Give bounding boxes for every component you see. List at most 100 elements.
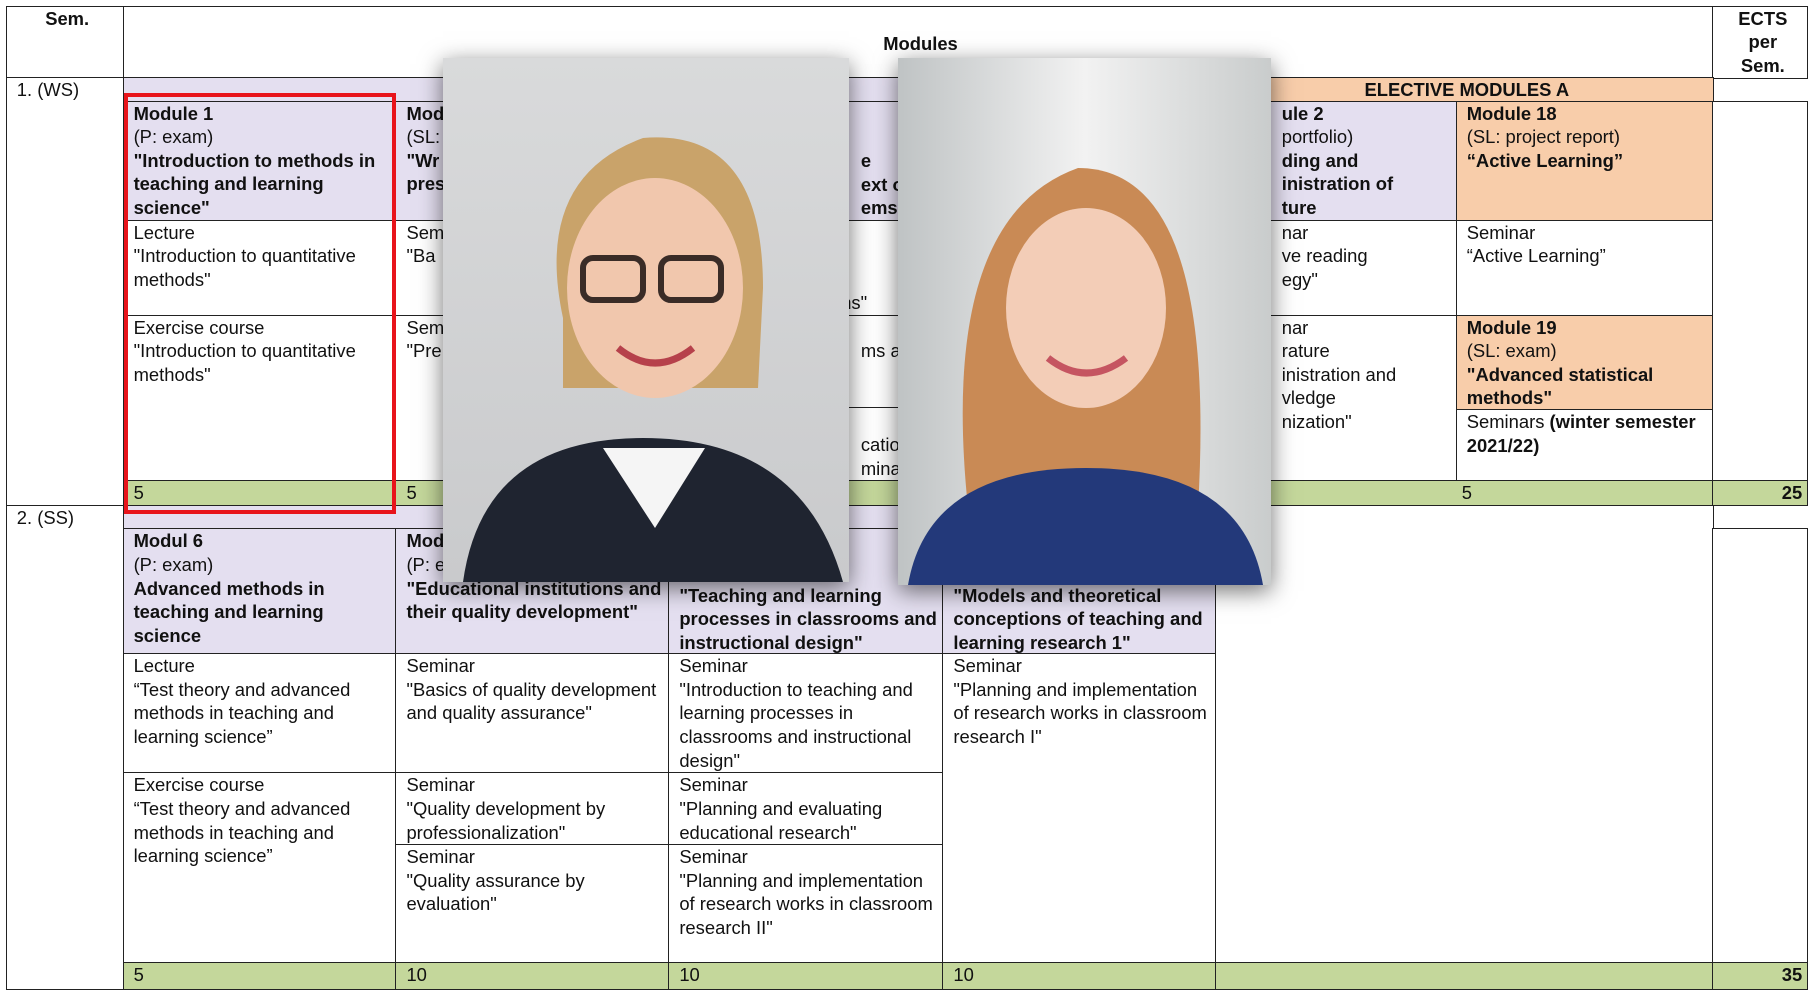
- cell-text: "Planning and implementation of research…: [953, 678, 1207, 748]
- table-cell: Seminar "Planning and evaluating educatio…: [668, 772, 944, 846]
- cell-text: "Teaching and learning processes in clas…: [679, 584, 937, 653]
- table-cell: Seminar "Quality assurance by evaluation": [395, 844, 670, 964]
- cell-text: ms ar: [860, 339, 907, 361]
- cell-text: (SL: project report): [1466, 126, 1621, 148]
- cell-text: 10: [406, 964, 427, 985]
- table-cell: ELECTIVE MODULES A: [1215, 77, 1714, 102]
- portrait-photo: [443, 58, 849, 582]
- table-cell: Lecture "Introduction to quantitative met…: [122, 219, 397, 316]
- cell-text: 35: [1781, 964, 1803, 985]
- cell-text: e: [860, 150, 872, 171]
- table-cell: 2. (SS): [5, 505, 124, 990]
- cell-text: Seminar: [679, 846, 748, 868]
- table-cell: Exercise course "Introduction to quantita…: [122, 314, 397, 481]
- cell-text: Module 18: [1466, 102, 1557, 124]
- cell-text: ECTS: [1738, 7, 1788, 29]
- cell-text: “Test theory and advanced methods in tea…: [133, 678, 351, 748]
- cell-text: "Quality development by professionalizat…: [406, 797, 606, 843]
- cell-text: (P: e: [406, 554, 446, 575]
- cell-text: rature: [1281, 340, 1330, 362]
- cell-text: Modul 6: [133, 530, 204, 552]
- table-cell: [1712, 100, 1809, 481]
- cell-text: portfolio): [1281, 126, 1354, 148]
- table-cell: Seminar "Planning and implementation of r…: [942, 653, 1217, 964]
- cell-text: (SL:: [406, 126, 441, 148]
- cell-text: Seminar: [1466, 221, 1536, 243]
- cell-text: (P: exam): [133, 126, 214, 148]
- table-cell: Sem.: [5, 5, 124, 79]
- cell-text: ext o: [860, 173, 904, 195]
- cell-text: Seminar: [679, 774, 748, 796]
- cell-text: Mod: [406, 530, 445, 552]
- table-cell: [1712, 528, 1809, 964]
- table-cell: Exercise course “Test theory and advanced…: [122, 772, 397, 964]
- table-cell: 10: [668, 962, 944, 990]
- cell-text: "Wr: [406, 149, 440, 171]
- cell-text: "Basics of quality development and quali…: [406, 678, 657, 724]
- portrait: [908, 168, 1263, 585]
- cell-text: Lecture: [133, 221, 195, 243]
- table-cell: Seminar “Active Learning”: [1455, 219, 1714, 316]
- cell-text: "Introduction to teaching and learning p…: [679, 678, 913, 771]
- cell-text: 2. (SS): [16, 507, 75, 529]
- cell-text: pres: [406, 173, 446, 195]
- cell-text: vledge: [1281, 387, 1336, 409]
- table-cell: 25: [1712, 479, 1809, 507]
- table-cell: 5: [122, 962, 397, 990]
- cell-text: ule 2: [1281, 102, 1324, 124]
- table-cell: Seminars (winter semester 2021/22): [1455, 409, 1714, 481]
- cell-text: Mod: [406, 102, 445, 124]
- cell-text: ture: [1281, 196, 1317, 218]
- cell-text: Modules: [883, 33, 958, 55]
- table-cell: 5: [1215, 479, 1714, 507]
- table-cell: Module 19 (SL: exam) "Advanced statistical…: [1455, 314, 1714, 411]
- cell-text: Seminar: [679, 655, 748, 677]
- cell-text: Exercise course: [133, 774, 265, 796]
- cell-text: Sem.: [1740, 54, 1785, 76]
- cell-text: 1. (WS): [16, 79, 80, 101]
- table-cell: Module 1 (P: exam) "Introduction to method…: [122, 100, 397, 221]
- table-cell: 10: [395, 962, 670, 990]
- cell-text: "Models and theoretical conceptions of t…: [953, 584, 1203, 653]
- cell-text: 5: [133, 481, 144, 503]
- cell-text: "Educational institutions and their qual…: [406, 577, 662, 623]
- cell-text: 5: [1461, 481, 1472, 503]
- table-cell: Seminar "Basics of quality development an…: [395, 653, 670, 774]
- cell-text: Seminar: [406, 774, 475, 796]
- cell-text: inistration of: [1281, 173, 1394, 195]
- cell-text: Sem.: [45, 7, 90, 29]
- table-cell: ECTS per Sem.: [1712, 5, 1809, 79]
- cell-text: 5: [406, 481, 417, 503]
- cell-text: "Quality assurance by evaluation": [406, 869, 585, 915]
- cell-text: ems: [860, 197, 898, 219]
- cell-text: egy": [1281, 268, 1318, 290]
- cell-text: 5: [133, 964, 144, 985]
- cell-text: "Introduction to methods in teaching and…: [133, 149, 376, 218]
- cell-text: (winter semester 2021/22): [1466, 411, 1701, 456]
- cell-text: 10: [953, 964, 974, 985]
- cell-text: Advanced methods in teaching and learnin…: [133, 577, 325, 646]
- table-cell: Seminar "Introduction to teaching and lea…: [668, 653, 944, 774]
- cell-text: ding and: [1281, 149, 1359, 171]
- cell-text: (P: exam): [133, 554, 214, 575]
- cell-text: "Pre: [406, 340, 442, 362]
- cell-text: (SL: exam): [1466, 340, 1557, 362]
- cell-text: Module 1: [133, 102, 214, 124]
- cell-text: ve reading: [1281, 245, 1368, 267]
- cell-text: nization": [1281, 410, 1352, 432]
- table-cell: Module 18 (SL: project report) “Active Lea…: [1455, 100, 1714, 221]
- cell-text: “Active Learning”: [1466, 149, 1624, 171]
- cell-text: cation: [860, 434, 910, 456]
- cell-text: "Planning and implementation of research…: [679, 869, 933, 938]
- cell-text: per: [1748, 31, 1778, 53]
- table-cell: [1215, 962, 1714, 990]
- cell-text: nar: [1281, 221, 1309, 243]
- highlight-box: [124, 93, 396, 514]
- table-cell: Modul 6 (P: exam) Advanced methods in teac…: [122, 528, 397, 655]
- cell-text: "Introduction to quantitative methods": [133, 340, 356, 385]
- cell-text: "Advanced statistical methods": [1466, 363, 1654, 409]
- cell-text: nar: [1281, 316, 1309, 338]
- cell-text: Module 19: [1466, 316, 1557, 338]
- table-cell: Seminar "Planning and implementation of r…: [668, 844, 944, 964]
